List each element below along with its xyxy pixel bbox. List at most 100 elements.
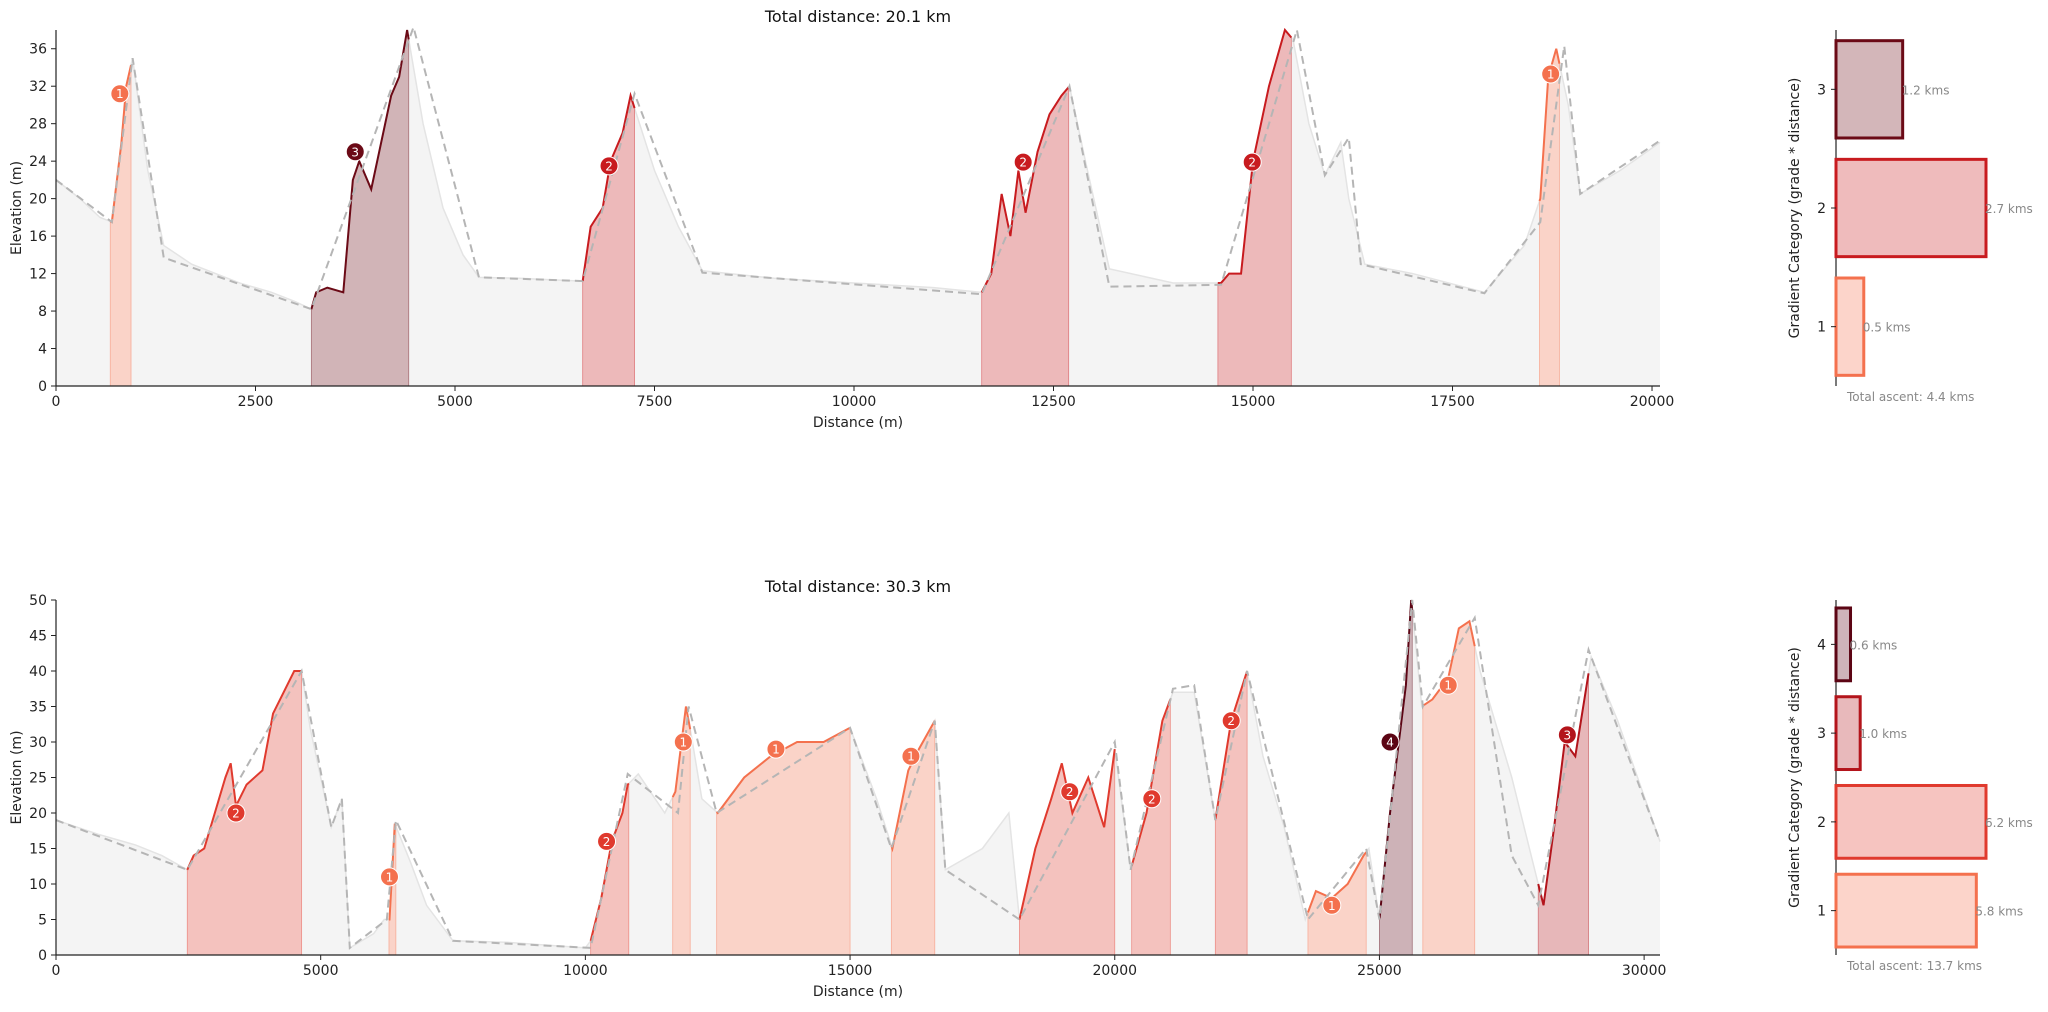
x-tick-label: 10000 [832, 394, 877, 410]
climb-marker [1322, 895, 1342, 915]
climb-marker [901, 746, 921, 766]
y-tick-label: 20 [29, 192, 47, 208]
y-axis-label: Elevation (m) [9, 161, 25, 255]
climb-marker-label: 2 [1019, 156, 1027, 170]
y-tick-label: 45 [29, 629, 47, 645]
climb-area [109, 65, 132, 387]
y-tick-label: 5 [38, 913, 47, 929]
chart-title: Total distance: 30.3 km [764, 577, 951, 596]
x-tick-label: 20000 [1630, 394, 1675, 410]
climb-marker-label: 1 [1328, 899, 1336, 913]
y-tick-label: 16 [29, 229, 47, 245]
x-axis-label: Distance (m) [813, 984, 903, 1000]
climb-marker-label: 1 [772, 743, 780, 757]
bar-category-label: 4 [1817, 637, 1826, 653]
climb-marker [345, 142, 365, 162]
y-tick-label: 40 [29, 664, 47, 680]
bar-category-label: 1 [1817, 320, 1826, 336]
y-tick-label: 12 [29, 267, 47, 283]
y-tick-label: 8 [38, 304, 47, 320]
bar-y-axis-label: Gradient Category (grade * distance) [1787, 78, 1803, 339]
chart-title: Total distance: 20.1 km [764, 7, 951, 26]
climb-marker-label: 1 [1444, 679, 1452, 693]
y-tick-label: 30 [29, 735, 47, 751]
climb-marker-label: 4 [1386, 736, 1394, 750]
bar-value-label: 0.5 kms [1863, 321, 1911, 335]
climb-marker-label: 2 [605, 159, 613, 173]
climb-area [1539, 48, 1560, 387]
y-tick-label: 4 [38, 342, 47, 358]
climb-area [716, 727, 851, 956]
y-tick-label: 20 [29, 806, 47, 822]
bar-value-label: 1.2 kms [1902, 83, 1950, 97]
x-tick-label: 10000 [563, 963, 608, 979]
climb-marker [597, 831, 617, 851]
gradient-bar [1834, 695, 1862, 772]
climb-marker [1242, 152, 1262, 172]
climb-marker [1013, 152, 1033, 172]
climb-marker-label: 1 [386, 870, 394, 884]
climb-marker [1557, 725, 1577, 745]
climb-marker-label: 2 [1148, 792, 1156, 806]
gradient-bar [1834, 606, 1853, 683]
x-tick-label: 20000 [1092, 963, 1137, 979]
bar-value-label: 6.2 kms [1985, 816, 2033, 830]
climb-line [1537, 673, 1590, 906]
climb-marker-label: 1 [116, 87, 124, 101]
x-tick-label: 17500 [1430, 394, 1475, 410]
bar-value-label: 5.8 kms [1975, 905, 2023, 919]
bar-value-label: 0.6 kms [1850, 638, 1898, 652]
bar-value-label: 1.0 kms [1859, 727, 1907, 741]
climb-marker [226, 803, 246, 823]
bar-category-label: 3 [1817, 82, 1826, 98]
climb-marker-label: 2 [1227, 714, 1235, 728]
climb-marker [1438, 675, 1458, 695]
y-tick-label: 35 [29, 700, 47, 716]
y-tick-label: 50 [29, 593, 47, 609]
y-tick-label: 25 [29, 771, 47, 787]
climb-line [310, 29, 410, 310]
climb-marker [1060, 782, 1080, 802]
climb-marker-label: 1 [679, 736, 687, 750]
simplified-dashed-line [55, 23, 1661, 311]
climb-line [980, 86, 1070, 293]
bar-category-label: 1 [1817, 904, 1826, 920]
y-tick-label: 32 [29, 79, 47, 95]
gradient-bar [1834, 872, 1978, 949]
gradient-bar [1834, 157, 1988, 259]
x-tick-label: 0 [52, 963, 61, 979]
y-tick-label: 0 [38, 379, 47, 395]
climb-area [582, 94, 635, 387]
y-tick-label: 24 [29, 154, 47, 170]
x-tick-label: 5000 [303, 963, 339, 979]
climb-marker [110, 84, 130, 104]
total-ascent-label: Total ascent: 4.4 kms [1846, 390, 1974, 404]
climb-marker [1380, 732, 1400, 752]
profile-area [56, 600, 1660, 955]
x-tick-label: 25000 [1357, 963, 1402, 979]
x-tick-label: 5000 [437, 394, 473, 410]
climb-area [1131, 699, 1171, 956]
x-tick-label: 12500 [1031, 394, 1076, 410]
bar-category-label: 3 [1817, 726, 1826, 742]
gradient-bar [1834, 39, 1905, 140]
climb-marker [599, 156, 619, 176]
climb-marker-label: 3 [351, 145, 359, 159]
climb-marker [766, 739, 786, 759]
y-tick-label: 0 [38, 948, 47, 964]
bar-value-label: 2.7 kms [1985, 202, 2033, 216]
x-tick-label: 7500 [637, 394, 673, 410]
climb-marker-label: 2 [1248, 156, 1256, 170]
y-tick-label: 36 [29, 42, 47, 58]
y-tick-label: 10 [29, 877, 47, 893]
climb-marker [1221, 711, 1241, 731]
bar-category-label: 2 [1817, 201, 1826, 217]
climb-marker-label: 1 [1547, 68, 1555, 82]
total-ascent-label: Total ascent: 13.7 kms [1846, 959, 1982, 973]
climb-marker-label: 2 [1066, 785, 1074, 799]
x-tick-label: 15000 [1231, 394, 1276, 410]
x-tick-label: 0 [52, 394, 61, 410]
climb-marker [1541, 64, 1561, 84]
